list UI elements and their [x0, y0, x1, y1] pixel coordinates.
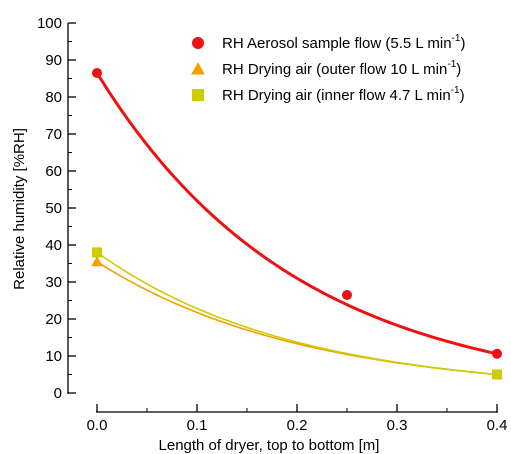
y-ticks: 0 10 20 30 40 50 60 70 80 90 100: [37, 15, 76, 402]
y-tick-label: 50: [45, 200, 62, 217]
data-point-triangle: [91, 255, 103, 267]
legend-marker-triangle: [191, 62, 205, 75]
fit-curve-1: [95, 72, 498, 356]
y-tick-label: 20: [45, 311, 62, 328]
y-tick-label: 90: [45, 52, 62, 69]
y-axis-title: Relative humidity [%RH]: [11, 128, 28, 290]
legend-label-main: RH Drying air (inner flow 4.7 L min: [222, 87, 451, 104]
y-tick-label: 80: [45, 89, 62, 106]
legend-label-close: ): [456, 61, 461, 78]
legend-label-superscript: -1: [451, 85, 460, 96]
y-tick-label: 70: [45, 126, 62, 143]
x-tick-label: 0.2: [287, 417, 308, 434]
legend: RH Aerosol sample flow (5.5 L min-1)RH D…: [191, 33, 465, 104]
legend-label: RH Drying air (outer flow 10 L min-1): [222, 59, 461, 78]
data-point-square: [92, 247, 102, 258]
axes: [67, 23, 498, 413]
x-ticks: 0.0 0.1 0.2 0.3 0.4: [87, 404, 508, 434]
fit-curves: [95, 72, 498, 376]
data-point-circle: [342, 289, 352, 300]
legend-label-close: ): [460, 87, 465, 104]
fit-curve-3: [96, 251, 498, 376]
legend-label-superscript: -1: [447, 59, 456, 70]
legend-label-main: RH Aerosol sample flow (5.5 L min: [222, 35, 452, 52]
data-point-circle: [92, 67, 102, 78]
x-axis-title: Length of dryer, top to bottom [m]: [159, 437, 380, 454]
data-markers: [91, 67, 503, 380]
legend-marker-circle: [192, 37, 204, 49]
data-point-square: [492, 369, 502, 380]
legend-label: RH Drying air (inner flow 4.7 L min-1): [222, 85, 465, 104]
x-tick-label: 0.1: [187, 417, 208, 434]
x-tick-label: 0.0: [87, 417, 108, 434]
y-tick-label: 10: [45, 348, 62, 365]
y-tick-label: 40: [45, 237, 62, 254]
x-tick-label: 0.4: [487, 417, 508, 434]
y-tick-label: 0: [54, 385, 62, 402]
legend-label-main: RH Drying air (outer flow 10 L min: [222, 61, 447, 78]
legend-label-close: ): [460, 35, 465, 52]
y-tick-label: 30: [45, 274, 62, 291]
x-tick-label: 0.3: [387, 417, 408, 434]
y-tick-label: 60: [45, 163, 62, 180]
y-tick-label: 100: [37, 15, 62, 32]
legend-marker-square: [192, 89, 204, 101]
data-point-circle: [492, 348, 502, 359]
legend-label-superscript: -1: [452, 33, 461, 44]
legend-label: RH Aerosol sample flow (5.5 L min-1): [222, 33, 465, 52]
